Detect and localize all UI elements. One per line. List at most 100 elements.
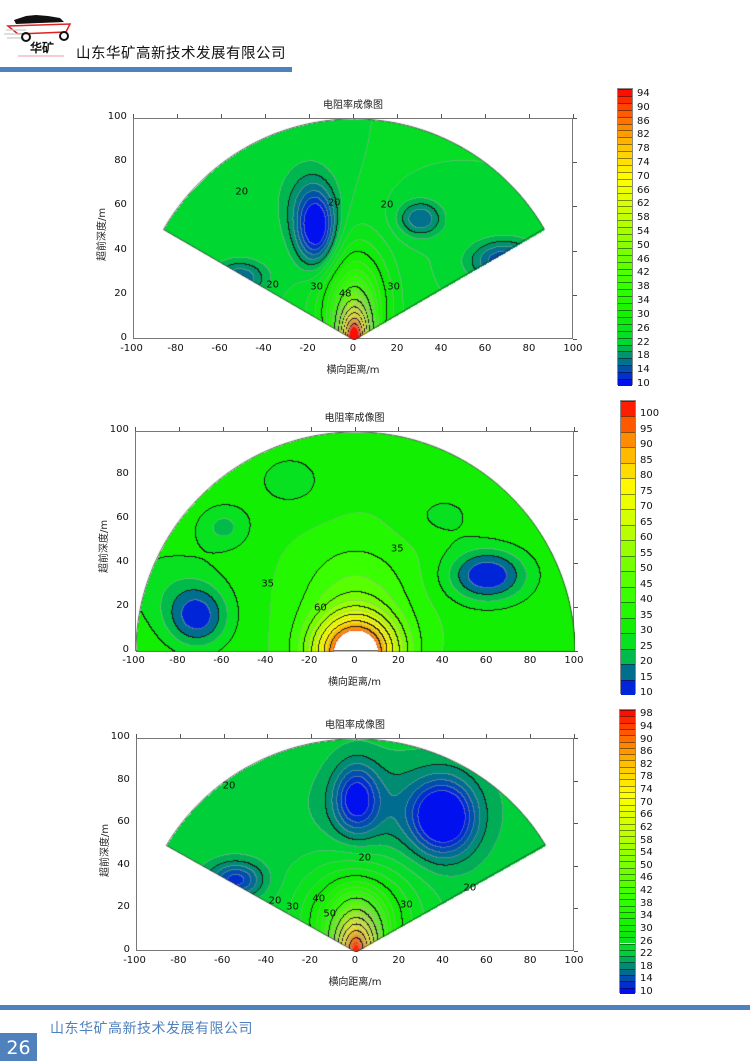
y-tick-mark <box>574 780 578 782</box>
colorbar-band <box>618 158 632 165</box>
colorbar-band <box>618 240 632 248</box>
colorbar-band <box>620 956 635 963</box>
colorbar-band <box>620 773 635 780</box>
colorbar-label: 82 <box>640 758 653 770</box>
x-tick-label: -100 <box>122 655 145 666</box>
colorbar-label: 26 <box>640 935 653 947</box>
colorbar-band <box>620 886 635 893</box>
x-tick-mark <box>133 114 134 118</box>
colorbar-band <box>620 949 635 957</box>
x-tick-label: 20 <box>392 655 405 666</box>
y-tick-mark <box>574 519 578 520</box>
colorbar-label: 60 <box>640 532 653 544</box>
x-tick-mark <box>223 734 225 738</box>
colorbar-band <box>618 123 632 131</box>
colorbar-band <box>618 303 632 311</box>
colorbar-label: 30 <box>640 625 653 637</box>
colorbar-label: 14 <box>637 364 650 376</box>
contour-label: 35 <box>390 543 404 555</box>
colorbar-band <box>620 829 635 837</box>
colorbar-band <box>620 975 635 982</box>
x-tick-label: 60 <box>480 955 493 966</box>
colorbar-band <box>618 254 632 262</box>
logo-text: 华矿 <box>30 41 55 55</box>
x-tick-mark <box>573 114 574 118</box>
colorbar-label: 70 <box>640 501 653 513</box>
colorbar-band <box>618 185 632 193</box>
colorbar-band <box>618 164 632 172</box>
colorbar-band <box>618 379 632 386</box>
colorbar-label: 85 <box>640 454 653 466</box>
x-tick-mark <box>574 734 575 738</box>
colorbar-band <box>621 586 635 603</box>
x-tick-mark <box>136 734 137 738</box>
y-tick-label: 40 <box>114 243 127 255</box>
y-tick-mark <box>574 563 578 564</box>
colorbar-label: 90 <box>637 101 650 113</box>
colorbar-band <box>620 810 635 818</box>
y-tick-mark <box>574 607 578 608</box>
y-axis-label: 超前深度/m <box>100 823 111 877</box>
x-tick-label: -80 <box>167 343 184 354</box>
colorbar-band <box>618 316 632 324</box>
y-tick-mark <box>574 823 578 825</box>
x-tick-mark <box>530 734 532 738</box>
colorbar-band <box>620 760 635 767</box>
colorbar-label: 25 <box>640 640 653 652</box>
colorbar-band <box>620 968 635 976</box>
contour-label: 30 <box>286 901 299 913</box>
plot-area: 20 20 20 20 30 40 50 30 <box>136 738 575 952</box>
y-tick-label: 20 <box>116 600 129 611</box>
company-logo: 华矿 <box>4 6 76 62</box>
colorbar-band <box>620 918 635 925</box>
colorbar-label: 100 <box>640 408 660 420</box>
colorbar <box>617 88 633 386</box>
colorbar-label: 35 <box>640 609 653 621</box>
colorbar-band <box>620 836 635 843</box>
x-tick-label: 100 <box>563 343 583 354</box>
colorbar-band <box>621 633 635 649</box>
y-tick-mark <box>573 339 577 340</box>
colorbar-band <box>618 247 632 255</box>
y-tick-label: 60 <box>116 512 129 523</box>
colorbar-label: 95 <box>640 423 653 435</box>
colorbar-label: 50 <box>637 239 650 251</box>
colorbar-band <box>621 679 635 695</box>
y-tick-mark <box>573 118 577 119</box>
colorbar-band <box>621 447 635 463</box>
colorbar-label: 70 <box>637 170 650 182</box>
x-tick-mark <box>398 734 400 738</box>
colorbar-label: 22 <box>640 948 653 960</box>
colorbar-band <box>618 268 632 276</box>
colorbar-band <box>620 905 635 912</box>
y-tick-label: 60 <box>117 816 130 828</box>
colorbar-label: 26 <box>637 322 650 334</box>
colorbar-band <box>621 524 635 541</box>
colorbar-band <box>618 337 632 345</box>
colorbar-label: 38 <box>637 281 650 293</box>
colorbar-band <box>620 962 635 969</box>
x-tick-mark <box>311 734 313 738</box>
colorbar-label: 80 <box>640 470 653 482</box>
contour-label: 30 <box>387 281 400 293</box>
y-tick-label: 80 <box>114 155 127 167</box>
colorbar-label: 42 <box>640 885 653 897</box>
x-axis-label: 横向距离/m <box>326 365 380 376</box>
y-tick-mark <box>574 908 578 910</box>
colorbar-band <box>620 817 635 824</box>
colorbar-label: 18 <box>640 960 653 972</box>
colorbar-label: 70 <box>640 796 653 808</box>
colorbar-band <box>618 282 632 290</box>
contour-map <box>136 432 575 652</box>
colorbar-band <box>618 310 632 317</box>
colorbar-band <box>621 571 635 587</box>
truck-logo-icon <box>4 15 72 57</box>
colorbar-band <box>620 785 635 793</box>
colorbar-band <box>618 296 632 304</box>
contour-label: 20 <box>327 197 341 209</box>
header-divider <box>0 67 292 72</box>
colorbar-band <box>621 617 635 634</box>
contour-label: 20 <box>463 882 477 894</box>
colorbar-band <box>621 401 635 417</box>
colorbar-band <box>620 792 635 799</box>
